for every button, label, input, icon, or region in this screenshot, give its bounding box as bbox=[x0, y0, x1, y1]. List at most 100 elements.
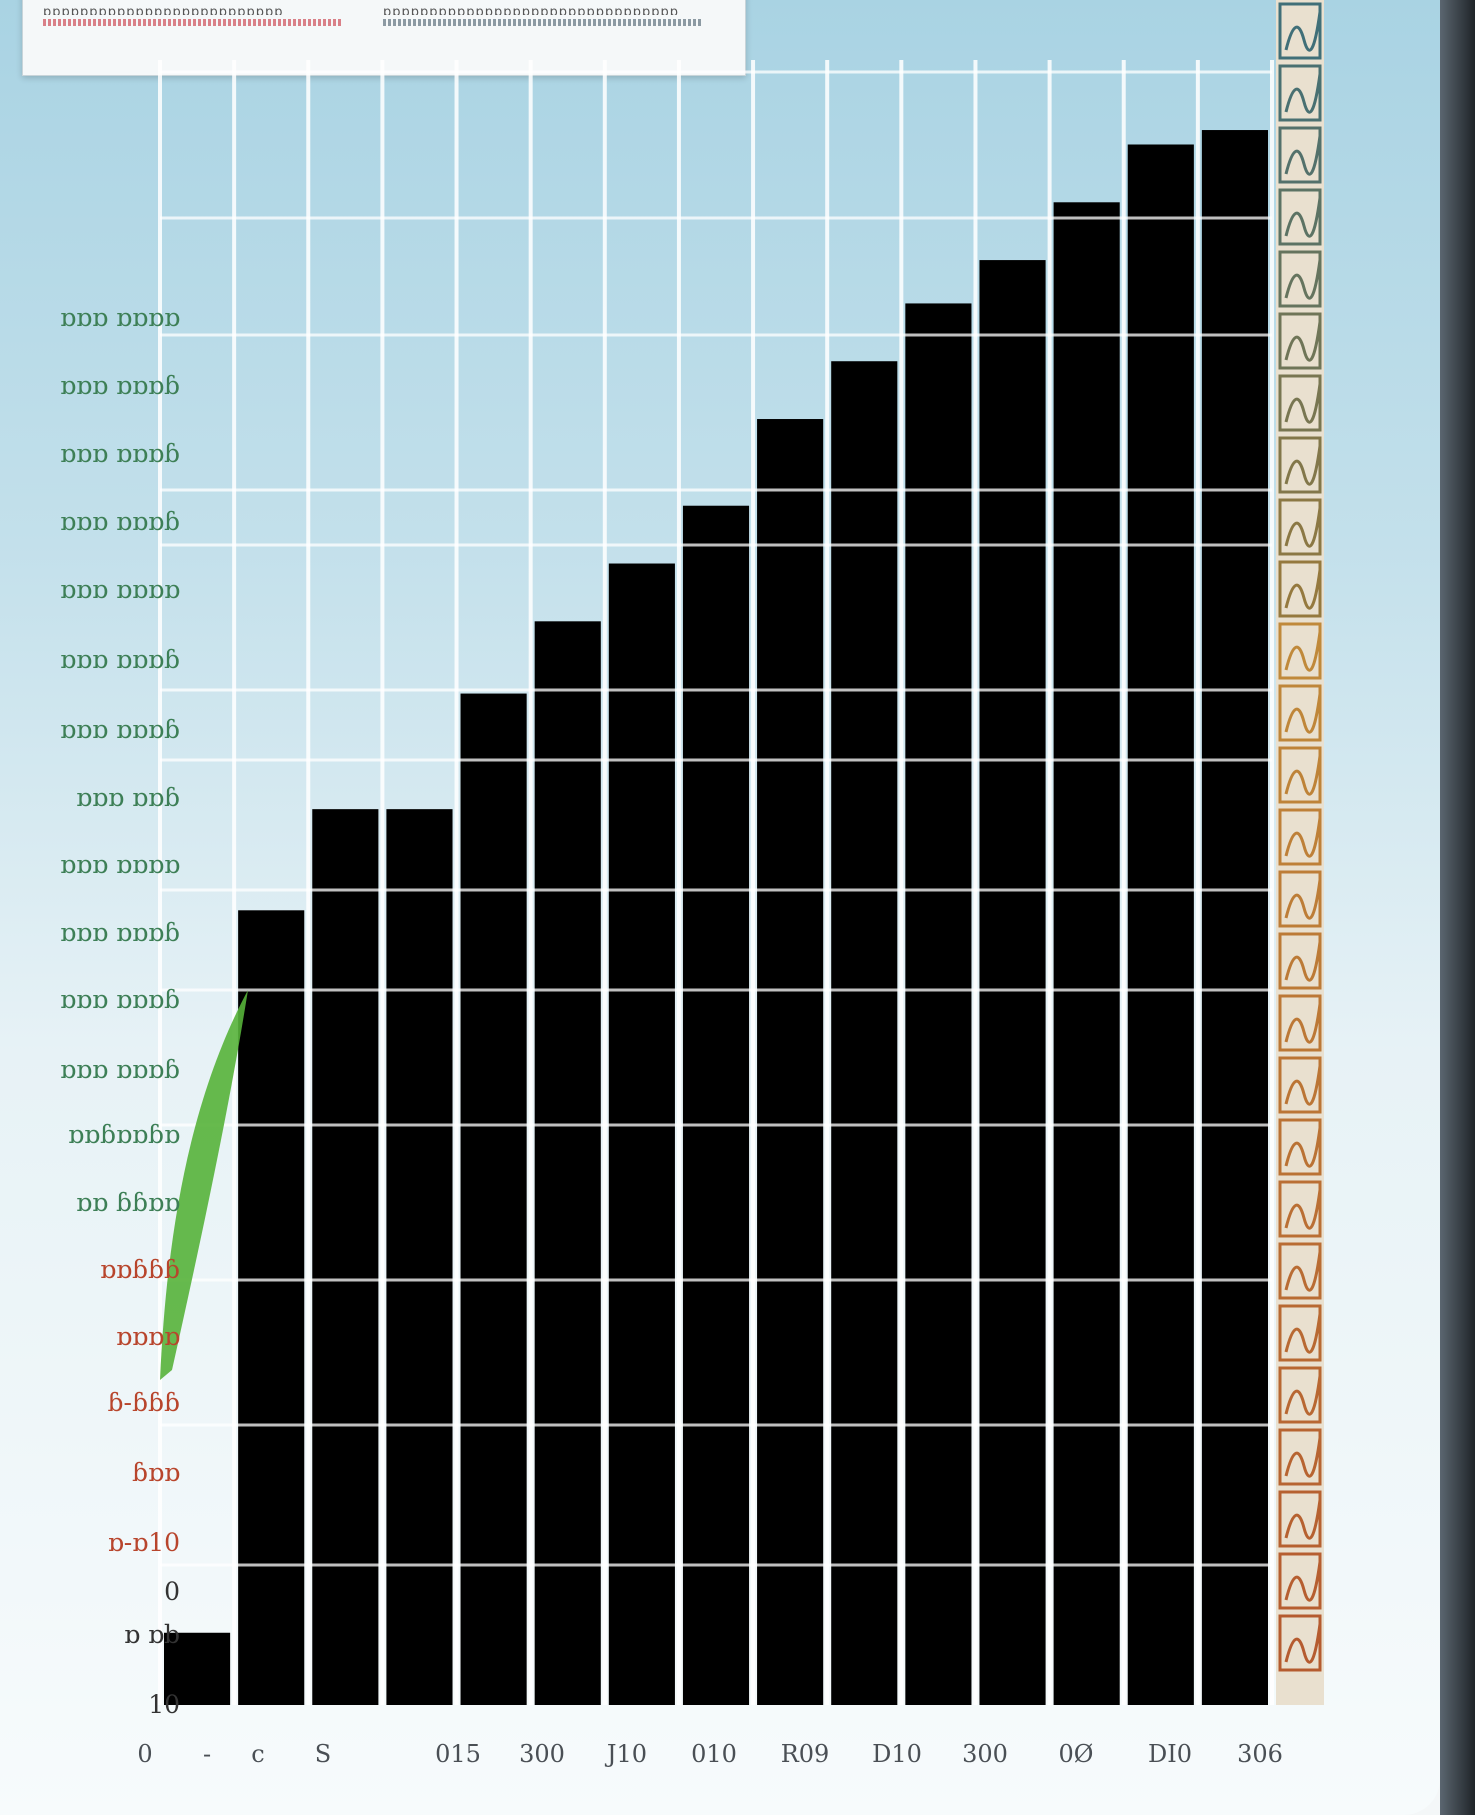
x-tick-label: D10 bbox=[872, 1740, 922, 1768]
pattern-glyph bbox=[1284, 1065, 1322, 1106]
y-tick-label: ɓ-ɓɓɓ bbox=[108, 1388, 180, 1417]
y-tick-label: ɒɒɒ ɒɒɒɓ bbox=[60, 715, 180, 744]
pattern-glyph bbox=[1284, 1189, 1322, 1230]
y-tick-label: ɒɒɒ ɒɒɒɒ bbox=[60, 303, 180, 332]
pattern-tile bbox=[1278, 498, 1322, 556]
legend-label: ɒɒɒɒɒɒɒɒɒɒɒɒɒɒɒɒɒɒɒɒɒɒɒɒɒɒ bbox=[43, 5, 284, 15]
x-tick-label: S bbox=[315, 1740, 331, 1768]
pattern-tile bbox=[1278, 1180, 1322, 1238]
pattern-tile bbox=[1278, 1242, 1322, 1300]
pattern-tile bbox=[1278, 1490, 1322, 1548]
y-tick-label: ɒɒ ɓɓɒɒ bbox=[76, 1188, 180, 1217]
bar bbox=[164, 1632, 231, 1705]
pattern-tile bbox=[1278, 932, 1322, 990]
pattern-tile bbox=[1278, 1366, 1322, 1424]
bar bbox=[460, 693, 527, 1705]
pattern-glyph bbox=[1284, 1561, 1322, 1602]
bar bbox=[682, 505, 750, 1705]
pattern-glyph bbox=[1284, 1437, 1322, 1478]
legend-item: ɒɒɒɒɒɒɒɒɒɒɒɒɒɒɒɒɒɒɒɒɒɒɒɒɒɒ bbox=[43, 5, 353, 45]
pattern-tile bbox=[1278, 746, 1322, 804]
pattern-glyph bbox=[1284, 755, 1322, 796]
pattern-tile bbox=[1278, 126, 1322, 184]
x-tick-label: 0Ø bbox=[1059, 1740, 1094, 1768]
device-edge bbox=[1440, 0, 1475, 1815]
pattern-tile bbox=[1278, 312, 1322, 370]
x-tick-label: 300 bbox=[519, 1740, 565, 1768]
leaf-accent bbox=[160, 990, 248, 1380]
pattern-tile bbox=[1278, 994, 1322, 1052]
y-tick-label: ɒɒɒ ɒɒɒɓ bbox=[60, 507, 180, 536]
x-tick-label: c bbox=[251, 1740, 264, 1768]
bar bbox=[608, 563, 675, 1705]
x-tick-label: 015 bbox=[435, 1740, 481, 1768]
pattern-tile bbox=[1278, 1614, 1322, 1672]
pattern-glyph bbox=[1284, 1127, 1322, 1168]
y-tick-label: 10 bbox=[148, 1690, 180, 1719]
pattern-glyph bbox=[1284, 11, 1322, 52]
pattern-tile bbox=[1278, 1428, 1322, 1486]
pattern-glyph bbox=[1284, 383, 1322, 424]
pattern-tile bbox=[1278, 250, 1322, 308]
pattern-tile bbox=[1278, 808, 1322, 866]
pattern-tile bbox=[1278, 622, 1322, 680]
y-tick-label: 0 bbox=[164, 1577, 180, 1606]
y-tick-label: ɒ-ɒ10 bbox=[108, 1528, 180, 1557]
pattern-glyph bbox=[1284, 631, 1322, 672]
bar bbox=[905, 303, 972, 1706]
x-tick-label: 300 bbox=[962, 1740, 1008, 1768]
y-tick-label: ɒɒɓɒɒɓɒ bbox=[68, 1120, 180, 1149]
pattern-glyph bbox=[1284, 569, 1322, 610]
pattern-glyph bbox=[1284, 1003, 1322, 1044]
bar bbox=[1053, 202, 1120, 1706]
y-tick-label: ɒɒɒ ɒɒɒɒ bbox=[60, 575, 180, 604]
pattern-glyph bbox=[1284, 135, 1322, 176]
pattern-tile bbox=[1278, 1552, 1322, 1610]
y-tick-label: ɒɒɒ ɒɒɒɓ bbox=[60, 371, 180, 400]
x-tick-label: 010 bbox=[691, 1740, 737, 1768]
pattern-tile bbox=[1278, 374, 1322, 432]
bar bbox=[1127, 144, 1194, 1705]
legend-label: ɒɒɒɒɒɒɒɒɒɒɒɒɒɒɒɒɒɒɒɒɒɒɒɒɒɒɒɒɒɒɒɒ bbox=[383, 5, 680, 15]
y-tick-label: ɒɒɒ ɒɒɒɓ bbox=[60, 918, 180, 947]
legend-swatch bbox=[43, 19, 343, 26]
bar bbox=[386, 809, 453, 1705]
y-tick-label: ɓɒɒ bbox=[132, 1458, 180, 1487]
pattern-glyph bbox=[1284, 941, 1322, 982]
bar bbox=[831, 361, 898, 1706]
bar bbox=[757, 419, 824, 1706]
pattern-glyph bbox=[1284, 259, 1322, 300]
bar bbox=[534, 621, 601, 1706]
pattern-glyph bbox=[1284, 879, 1322, 920]
legend-item: ɒɒɒɒɒɒɒɒɒɒɒɒɒɒɒɒɒɒɒɒɒɒɒɒɒɒɒɒɒɒɒɒ bbox=[383, 5, 713, 45]
pattern-tile bbox=[1278, 1056, 1322, 1114]
y-tick-label: ɒɒɒ ɒɒɒɓ bbox=[60, 1055, 180, 1084]
x-tick-label: J10 bbox=[604, 1740, 647, 1768]
pattern-glyph bbox=[1284, 693, 1322, 734]
pattern-tile bbox=[1278, 560, 1322, 618]
pattern-glyph bbox=[1284, 1623, 1322, 1664]
bar bbox=[1201, 130, 1268, 1706]
bar bbox=[312, 809, 379, 1705]
pattern-glyph bbox=[1284, 817, 1322, 858]
pattern-tile bbox=[1278, 1118, 1322, 1176]
y-tick-label: ɒ ɒb bbox=[124, 1620, 180, 1649]
pattern-tile bbox=[1278, 64, 1322, 122]
pattern-glyph bbox=[1284, 73, 1322, 114]
pattern-glyph bbox=[1284, 1499, 1322, 1540]
legend-swatch bbox=[383, 19, 703, 26]
x-tick-label: R09 bbox=[781, 1740, 830, 1768]
pattern-tile bbox=[1278, 2, 1322, 60]
y-tick-label: ɒɒɓɓɓ bbox=[100, 1255, 180, 1284]
pattern-tile bbox=[1278, 870, 1322, 928]
pattern-tile bbox=[1278, 188, 1322, 246]
y-tick-label: ɒɒɒ ɒɒɒɓ bbox=[60, 985, 180, 1014]
pattern-tile bbox=[1278, 1304, 1322, 1362]
y-tick-label: ɒɒɒɒ bbox=[116, 1322, 180, 1351]
y-tick-label: ɒɒɒ ɒɒɓ bbox=[76, 783, 180, 812]
bar bbox=[238, 910, 305, 1705]
pattern-glyph bbox=[1284, 1375, 1322, 1416]
y-tick-label: ɒɒɒ ɒɒɒɒ bbox=[60, 850, 180, 879]
pattern-glyph bbox=[1284, 1251, 1322, 1292]
